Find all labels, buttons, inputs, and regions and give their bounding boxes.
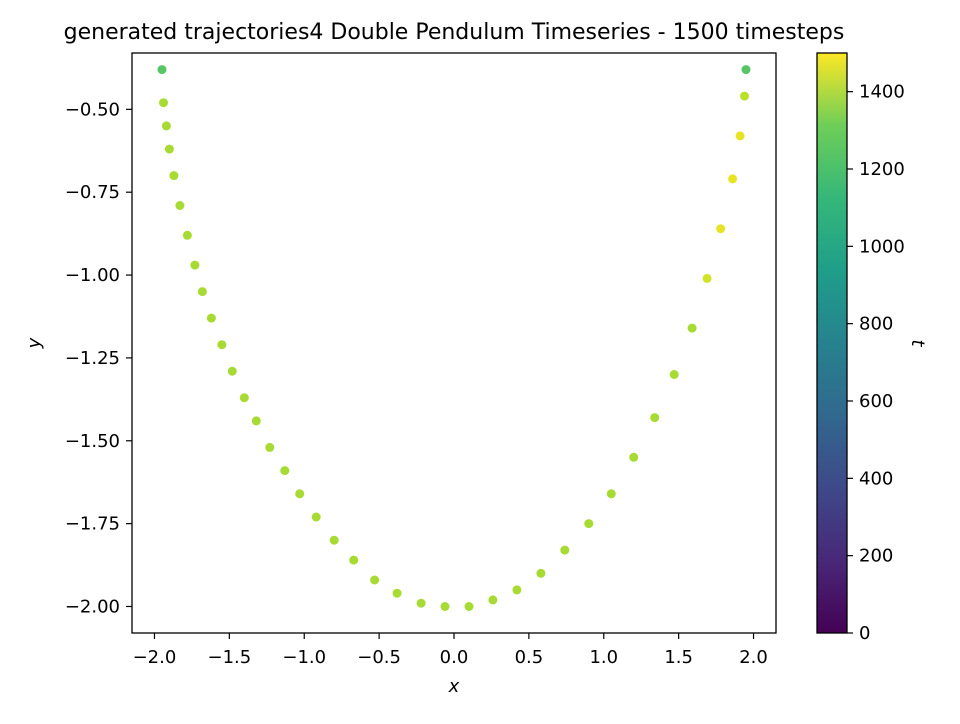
data-point (687, 323, 697, 333)
data-point (629, 452, 639, 462)
colorbar-tick-label: 400 (859, 468, 893, 489)
data-point (311, 512, 321, 522)
data-point (197, 287, 207, 297)
data-point (416, 598, 426, 608)
colorbar-tick-label: 1200 (859, 159, 905, 180)
x-tick-label: −1.0 (282, 647, 326, 668)
data-point (735, 131, 745, 141)
x-tick-label: 1.5 (664, 647, 693, 668)
y-axis: −0.50 −0.75 −1.00 −1.25 −1.50 −1.75 −2.00 (65, 99, 132, 617)
data-point (741, 65, 751, 75)
points-layer (157, 65, 751, 611)
data-point (512, 585, 522, 595)
data-point (669, 370, 679, 379)
y-tick-label: −1.50 (65, 431, 120, 452)
data-point (329, 535, 339, 545)
colorbar-tick-label: 1000 (859, 236, 905, 257)
data-point (159, 98, 168, 108)
x-tick-label: 2.0 (739, 647, 768, 668)
data-point (239, 393, 249, 403)
colorbar-tick-label: 600 (859, 391, 893, 412)
data-point (251, 416, 261, 426)
x-tick-label: 1.0 (589, 647, 618, 668)
data-point (728, 174, 738, 184)
data-point (161, 121, 171, 131)
data-point (190, 260, 200, 270)
data-point (280, 466, 290, 476)
data-point (716, 224, 726, 234)
data-point (606, 489, 616, 499)
x-tick-label: 0.5 (515, 647, 544, 668)
data-point (488, 595, 498, 605)
data-point (650, 413, 660, 423)
colorbar-tick-label: 1400 (859, 82, 905, 103)
data-point (295, 489, 305, 499)
x-tick-label: −0.5 (357, 647, 401, 668)
data-point (169, 171, 179, 181)
data-point (349, 555, 359, 565)
x-tick-label: −1.5 (207, 647, 251, 668)
data-point (370, 575, 380, 585)
plot-frame (131, 52, 777, 634)
data-point (164, 144, 174, 154)
data-point (440, 602, 450, 611)
data-point (392, 588, 402, 598)
data-point (157, 65, 167, 75)
chart-title: generated trajectories4 Double Pendulum … (64, 20, 845, 45)
colorbar-label: t (907, 339, 928, 347)
y-tick-label: −1.25 (65, 348, 120, 369)
data-point (536, 568, 546, 578)
x-tick-label: 0.0 (440, 647, 469, 668)
colorbar-tick-label: 200 (859, 546, 893, 567)
y-tick-label: −2.00 (65, 596, 120, 617)
colorbar-ticks: 0 200 400 600 800 1000 1200 1400 (847, 82, 905, 644)
data-point (702, 273, 712, 283)
x-axis: −2.0 −1.5 −1.0 −0.5 0.0 0.5 1.0 1.5 2.0 (133, 633, 768, 668)
data-point (182, 230, 192, 240)
data-point (265, 442, 275, 452)
y-tick-label: −1.75 (65, 514, 120, 535)
data-point (560, 545, 570, 555)
x-axis-label: x (448, 676, 460, 697)
colorbar-tick-label: 800 (859, 314, 893, 335)
colorbar-gradient (816, 52, 848, 634)
data-point (206, 313, 216, 323)
data-point (584, 519, 594, 529)
y-tick-label: −0.50 (65, 99, 120, 120)
data-point (740, 91, 749, 101)
data-point (175, 201, 185, 210)
x-tick-label: −2.0 (133, 647, 177, 668)
y-tick-label: −0.75 (65, 182, 120, 203)
data-point (217, 340, 227, 350)
colorbar: 0 200 400 600 800 1000 1200 1400 t (816, 52, 928, 644)
colorbar-tick-label: 0 (859, 623, 870, 644)
data-point (464, 602, 474, 611)
y-tick-label: −1.00 (65, 265, 120, 286)
y-axis-label: y (24, 337, 45, 349)
data-point (227, 366, 237, 376)
